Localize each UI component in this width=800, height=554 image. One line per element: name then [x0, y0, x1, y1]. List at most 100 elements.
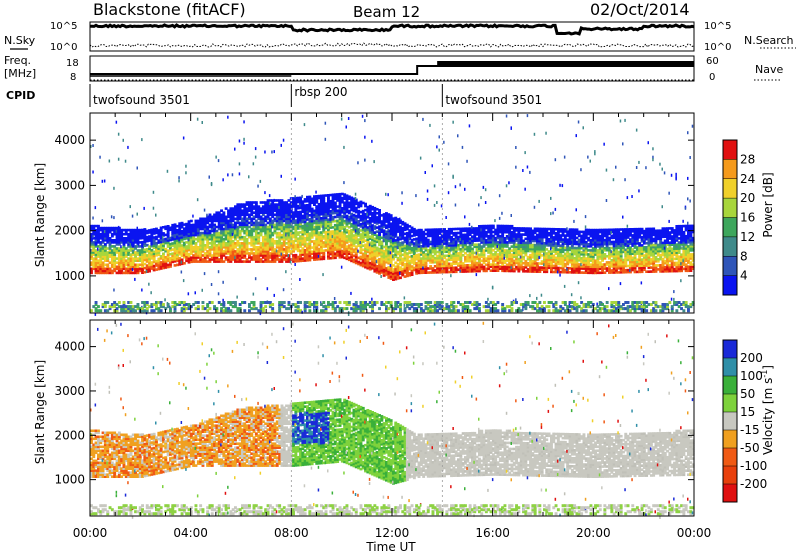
- power-cell: [336, 213, 340, 217]
- power-ground-cell: [526, 301, 530, 304]
- power-cell: [317, 209, 321, 212]
- power-cell: [292, 219, 295, 223]
- power-ground-cell: [159, 305, 163, 309]
- power-cell: [317, 213, 321, 216]
- power-cell: [354, 255, 358, 259]
- power-cell: [134, 241, 137, 244]
- power-cell: [345, 198, 349, 202]
- power-cell: [403, 238, 407, 242]
- freq-tick-low: 8: [70, 72, 76, 83]
- power-cell: [101, 247, 105, 250]
- power-ground-cell: [215, 307, 219, 311]
- power-cell: [155, 254, 158, 257]
- power-cell: [299, 198, 302, 202]
- power-cell: [350, 249, 354, 252]
- power-cell: [459, 254, 463, 257]
- power-cell: [338, 229, 342, 233]
- power-cell: [385, 216, 388, 219]
- power-scatter: [187, 292, 190, 296]
- power-cell: [208, 237, 212, 241]
- power-cell: [399, 233, 402, 237]
- power-cell: [94, 241, 98, 244]
- power-cell: [410, 228, 414, 232]
- power-cell: [166, 243, 170, 246]
- power-cell: [164, 249, 168, 253]
- power-cell: [294, 203, 298, 206]
- power-cell: [108, 267, 112, 271]
- power-ground-cell: [150, 305, 154, 309]
- power-cell: [426, 240, 430, 244]
- power-cell: [443, 254, 446, 258]
- power-cell: [241, 242, 244, 245]
- power-ground-cell: [389, 305, 393, 309]
- power-cell: [459, 241, 463, 245]
- power-ground-cell: [320, 309, 323, 313]
- power-cell: [217, 219, 221, 223]
- power-cell: [127, 237, 131, 240]
- power-cell: [164, 225, 168, 229]
- power-cell: [436, 264, 439, 268]
- power-cell: [417, 245, 421, 248]
- power-cell: [261, 201, 265, 204]
- power-ground-cell: [371, 303, 374, 306]
- power-cell: [333, 234, 337, 237]
- power-ground-cell: [447, 305, 451, 309]
- power-cell: [192, 250, 196, 253]
- power-cell: [138, 232, 142, 236]
- power-cell: [101, 267, 105, 271]
- power-cell: [496, 259, 500, 262]
- power-cell: [320, 206, 323, 210]
- power-cell: [396, 262, 400, 266]
- power-scatter: [510, 126, 512, 130]
- power-cell: [482, 255, 486, 258]
- power-cell: [231, 213, 235, 217]
- power-cell: [273, 231, 277, 235]
- power-cell: [189, 242, 193, 245]
- power-ground-cell: [399, 303, 402, 306]
- power-cell: [176, 231, 179, 234]
- power-cell: [327, 238, 330, 242]
- power-scatter: [201, 288, 203, 292]
- power-cell: [287, 258, 291, 261]
- power-cell: [371, 264, 374, 268]
- power-cell: [248, 229, 251, 233]
- power-cell: [503, 228, 507, 232]
- power-cell: [480, 247, 484, 250]
- power-cell: [166, 231, 170, 234]
- power-cell: [508, 269, 512, 273]
- power-cell: [480, 253, 484, 256]
- power-cell: [173, 260, 177, 263]
- power-ground-cell: [150, 309, 154, 313]
- power-cell: [303, 212, 307, 215]
- power-cell: [433, 252, 437, 256]
- power-cell: [136, 269, 140, 273]
- power-scatter: [524, 151, 526, 155]
- power-ground-cell: [299, 301, 302, 304]
- power-cell: [192, 229, 196, 233]
- power-cell: [227, 213, 230, 217]
- power-cell: [429, 234, 433, 238]
- power-cell: [203, 221, 207, 225]
- power-cell: [310, 256, 314, 260]
- power-cell: [382, 233, 386, 237]
- power-cell: [422, 234, 426, 238]
- power-cell: [422, 251, 426, 254]
- power-cell: [152, 238, 156, 241]
- power-cell: [241, 229, 244, 233]
- power-cell: [482, 235, 486, 238]
- power-cell: [236, 248, 240, 251]
- power-cell: [250, 248, 254, 251]
- power-ground-cell: [361, 303, 365, 306]
- power-cell: [299, 196, 302, 200]
- power-cell: [410, 273, 414, 276]
- power-cell: [196, 252, 200, 255]
- power-cell: [496, 232, 500, 236]
- power-cell: [162, 226, 165, 229]
- power-cell: [401, 249, 405, 252]
- power-cell: [317, 221, 321, 224]
- power-cell: [310, 207, 314, 211]
- power-ground-cell: [268, 303, 272, 306]
- power-cell: [117, 265, 121, 269]
- power-ground-cell: [176, 303, 179, 306]
- power-cell: [498, 236, 502, 240]
